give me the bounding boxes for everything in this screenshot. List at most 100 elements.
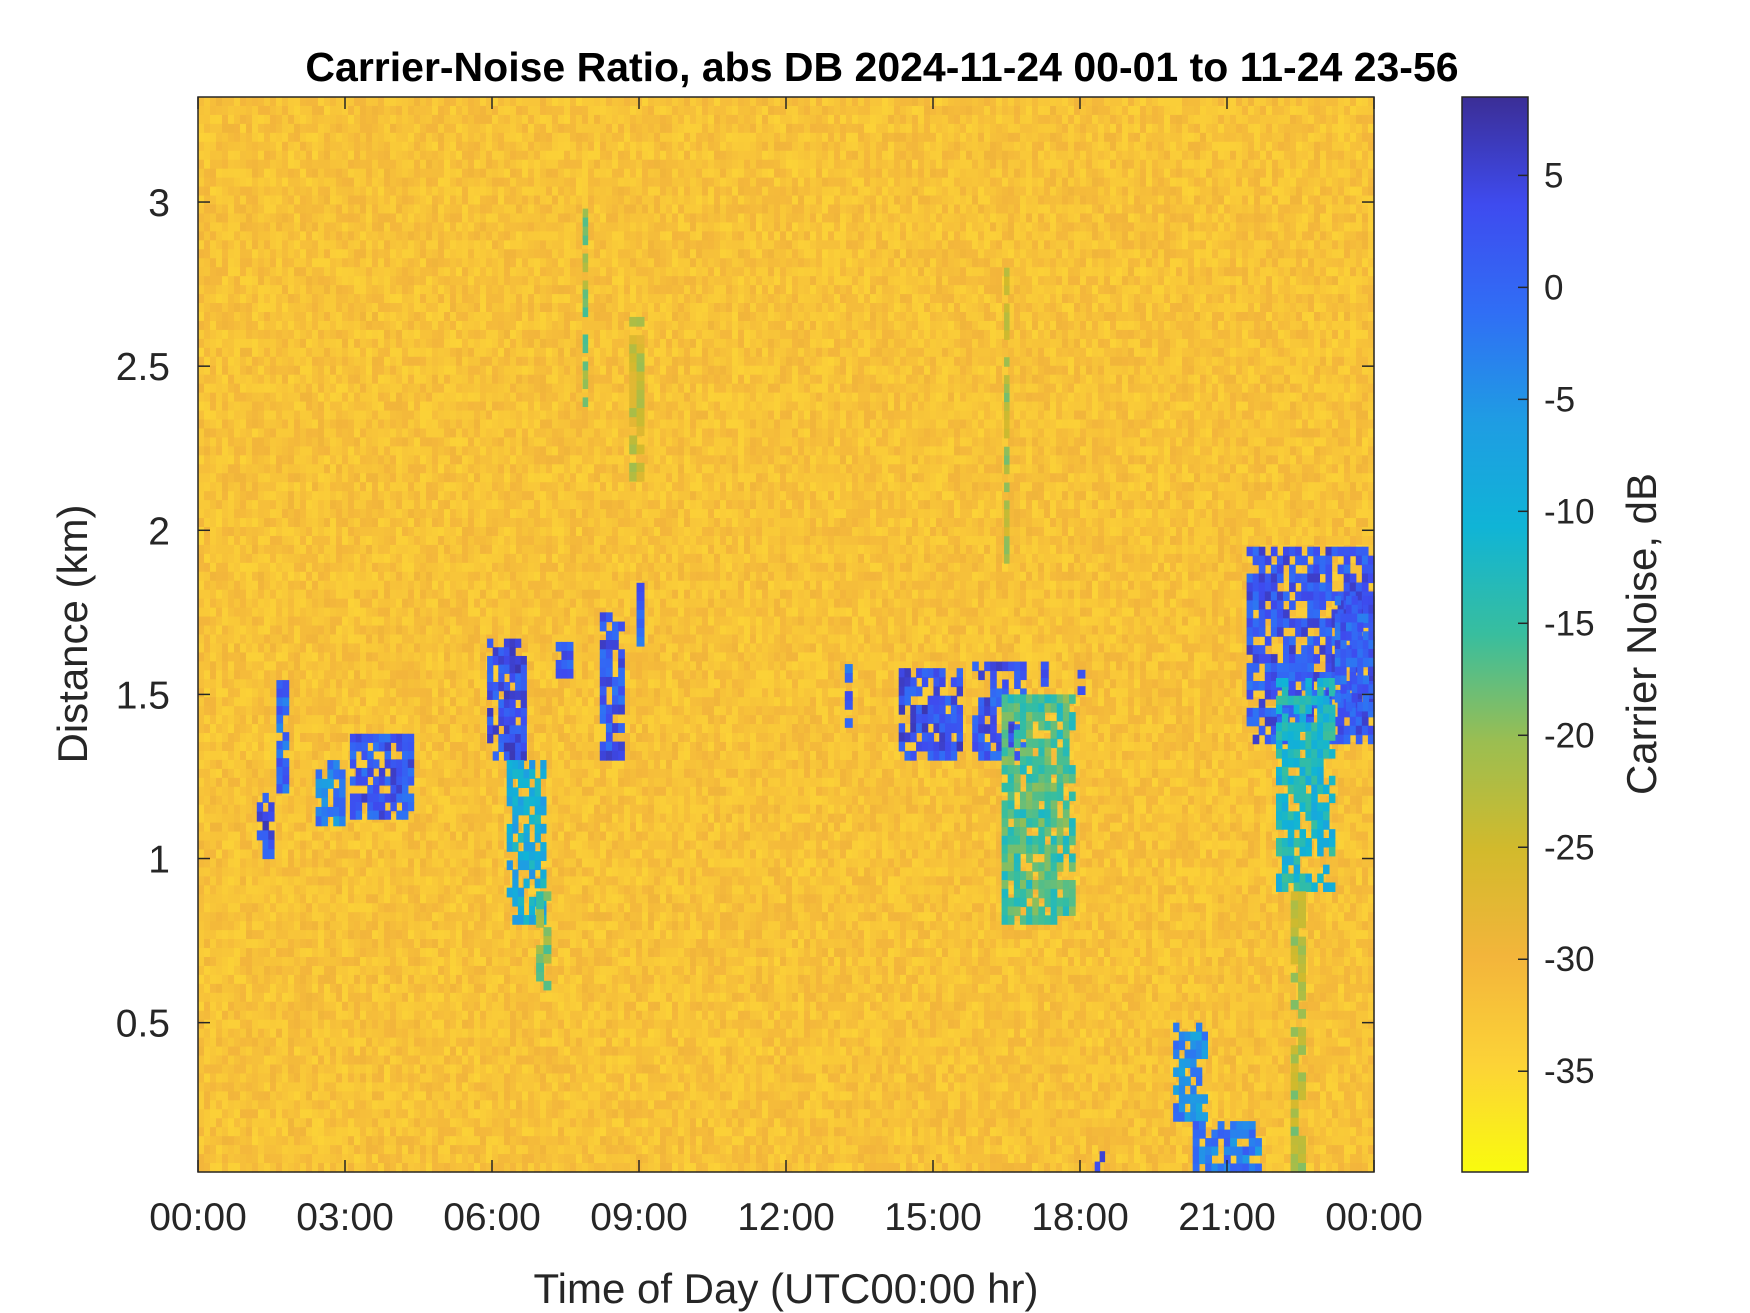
heatmap-cell [780,294,787,304]
heatmap-cell [996,178,1003,188]
heatmap-cell [618,312,625,322]
heatmap-cell [888,196,895,206]
heatmap-cell [1194,231,1201,241]
heatmap-cell [528,321,535,331]
heatmap-cell [1062,106,1069,116]
heatmap-cell [1332,196,1339,206]
heatmap-cell [804,178,811,188]
heatmap-cell [960,151,967,161]
heatmap-cell [1338,267,1345,277]
heatmap-cell [516,258,523,268]
heatmap-cell [1026,303,1033,313]
heatmap-cell [366,160,373,170]
heatmap-cell [510,321,517,331]
heatmap-cell [594,124,601,134]
heatmap-cell [1134,276,1141,286]
heatmap-cell [384,231,391,241]
heatmap-cell [744,222,751,232]
heatmap-cell [354,205,361,215]
heatmap-cell [1272,205,1279,215]
heatmap-cell [582,151,589,161]
heatmap-cell [216,321,223,331]
heatmap-cell [342,187,349,197]
heatmap-cell [528,222,535,232]
heatmap-cell [990,196,997,206]
heatmap-cell [990,187,997,197]
heatmap-cell [1254,124,1261,134]
heatmap-cell [942,115,949,125]
heatmap-cell [1236,169,1243,179]
heatmap-cell [810,178,817,188]
heatmap-cell [1332,303,1339,313]
heatmap-cell [1308,258,1315,268]
heatmap-cell [390,276,397,286]
heatmap-cell [390,258,397,268]
heatmap-cell [1122,267,1129,277]
heatmap-cell [252,303,259,313]
heatmap-cell [282,267,289,277]
heatmap-cell [1344,240,1351,250]
heatmap-cell [414,97,421,107]
heatmap-cell [618,213,625,223]
heatmap-cell [702,115,709,125]
heatmap-cell [1104,213,1111,223]
heatmap-cell [264,115,271,125]
heatmap-cell [828,106,835,116]
heatmap-cell [870,97,877,107]
heatmap-cell [270,115,277,125]
heatmap-cell [816,249,823,259]
heatmap-cell [234,115,241,125]
heatmap-cell [474,124,481,134]
heatmap-cell [624,213,631,223]
heatmap-cell [882,151,889,161]
heatmap-cell [396,151,403,161]
heatmap-cell [774,106,781,116]
heatmap-cell [678,294,685,304]
heatmap-cell [1278,160,1285,170]
heatmap-cell [978,106,985,116]
heatmap-cell [1062,303,1069,313]
heatmap-cell [924,258,931,268]
heatmap-cell [1254,222,1261,232]
heatmap-cell [960,97,967,107]
heatmap-cell [420,312,427,322]
heatmap-cell [948,133,955,143]
heatmap-cell [948,294,955,304]
heatmap-cell [690,169,697,179]
heatmap-cell [768,249,775,259]
heatmap-cell [1200,142,1207,152]
heatmap-cell [1092,249,1099,259]
heatmap-cell [1104,249,1111,259]
heatmap-cell [1206,115,1213,125]
heatmap-cell [1086,178,1093,188]
heatmap-cell [1182,133,1189,143]
heatmap-cell [786,178,793,188]
heatmap-cell [630,151,637,161]
heatmap-cell [636,205,643,215]
heatmap-cell [594,276,601,286]
heatmap-cell [966,196,973,206]
heatmap-cell [768,285,775,295]
heatmap-cell [528,196,535,206]
heatmap-cell [240,222,247,232]
heatmap-cell [588,240,595,250]
heatmap-cell [732,249,739,259]
heatmap-cell [1068,312,1075,322]
heatmap-cell [864,178,871,188]
heatmap-cell [624,258,631,268]
heatmap-cell [414,240,421,250]
heatmap-cell [1266,142,1273,152]
heatmap-cell [294,231,301,241]
heatmap-cell [354,178,361,188]
heatmap-cell [300,267,307,277]
heatmap-cell [1062,97,1069,107]
heatmap-cell [1308,160,1315,170]
heatmap-cell [462,240,469,250]
heatmap-cell [1128,133,1135,143]
heatmap-cell [546,151,553,161]
heatmap-cell [780,187,787,197]
heatmap-cell [354,142,361,152]
heatmap-cell [258,115,265,125]
heatmap-cell [1344,160,1351,170]
heatmap-cell [1164,115,1171,125]
